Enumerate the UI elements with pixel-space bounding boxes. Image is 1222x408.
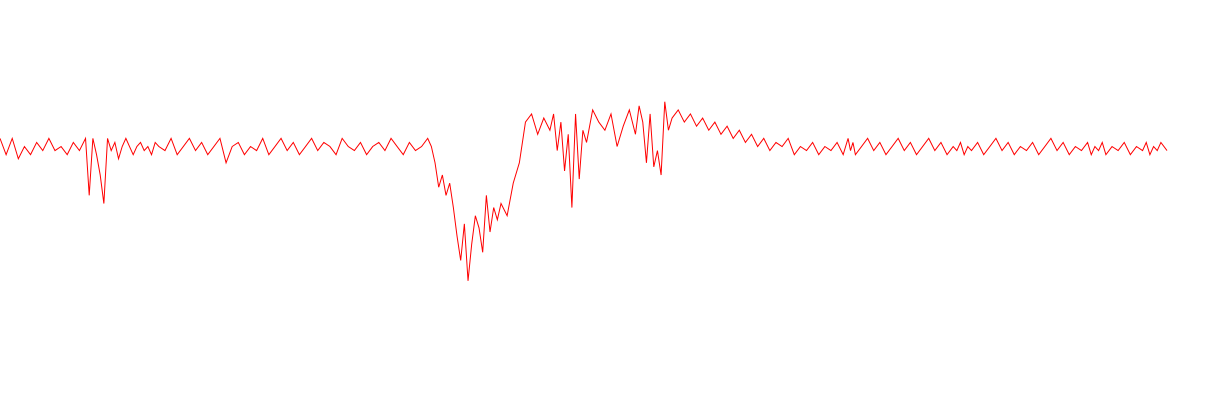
series-layer xyxy=(0,101,1168,281)
series-line-0 xyxy=(0,101,1168,281)
